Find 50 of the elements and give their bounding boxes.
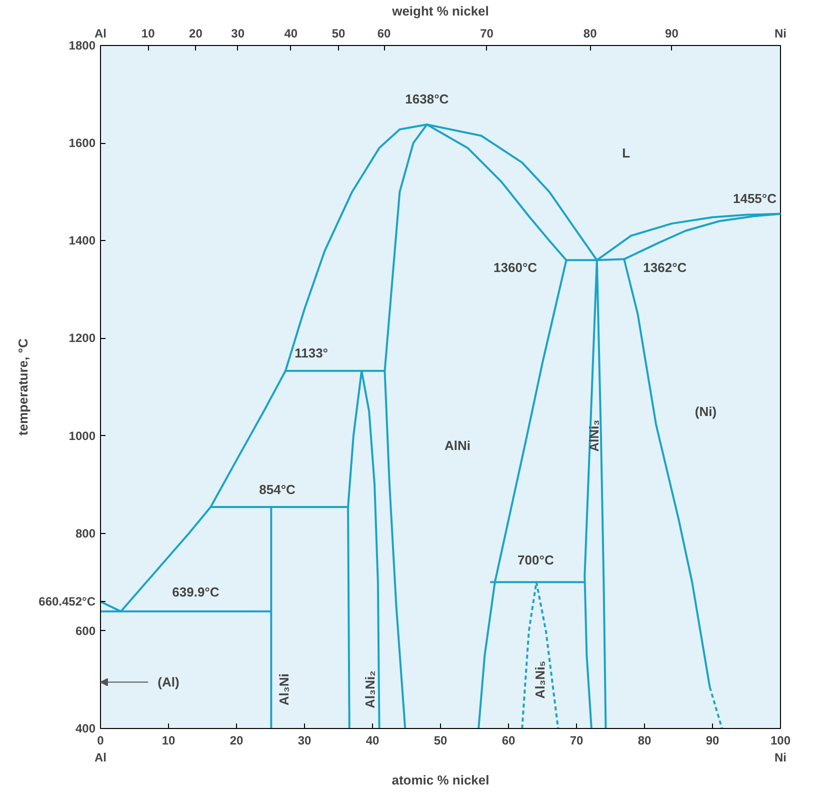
annotation: (Al) — [158, 674, 180, 690]
annotation: AlNi — [444, 438, 470, 454]
x-tick-label: 60 — [502, 734, 516, 748]
y-axis-title: temperature, °C — [16, 338, 31, 436]
x-tick-label: 0 Al — [94, 734, 106, 764]
annotation: 639.9°C — [172, 584, 220, 600]
annotation: 1455°C — [732, 190, 778, 206]
text: 70 — [480, 26, 494, 40]
annotation: 1362°C — [643, 260, 688, 275]
text: 60 — [377, 26, 392, 40]
annotation: AlNi₃ — [586, 420, 602, 452]
text: Ni — [774, 26, 786, 40]
y-tick-label: 1200 — [68, 331, 96, 346]
x-tick-label: 100 Ni — [770, 734, 791, 764]
y-tick-label: 1600 — [68, 136, 96, 150]
annotation: 854°C — [259, 482, 296, 497]
text: 20 — [189, 26, 203, 40]
y-tick-label: 600 — [75, 624, 96, 638]
y-tick-label: 660.452°C — [38, 594, 96, 608]
annotation: 1360°C — [494, 260, 538, 275]
annotation: Al₃Ni₂ — [362, 670, 378, 708]
x-tick-label: 20 — [230, 734, 244, 748]
text: 10 — [141, 26, 156, 40]
x-axis-title: atomic % nickel — [392, 772, 490, 788]
x-tick-label: 40 — [366, 734, 380, 748]
x-tick-label: 50 — [434, 734, 448, 748]
y-tick-label: 1400 — [68, 234, 96, 248]
x-tick-label: 70 — [570, 734, 584, 748]
y-tick-label: 800 — [75, 526, 96, 540]
text: Al — [94, 26, 106, 40]
text: 40 — [284, 26, 298, 40]
annotation: 1638°C — [405, 92, 450, 107]
text: 50 — [332, 26, 346, 40]
annotation: Al₃Ni₅ — [532, 660, 548, 699]
x-tick-label: 30 — [298, 734, 312, 748]
annotation: 700°C — [518, 552, 554, 568]
x-tick-label: 80 — [638, 734, 652, 748]
x-tick-label: 90 — [706, 734, 720, 748]
text: 80 — [583, 26, 598, 40]
text: 90 — [665, 26, 679, 40]
annotation: L — [622, 145, 630, 160]
annotation: (Ni) — [694, 404, 717, 419]
x2-axis-title: weight % nickel — [391, 4, 489, 18]
x-tick-label: 10 — [162, 734, 176, 748]
annotation: 1133° — [294, 345, 328, 360]
y-tick-label: 400 — [75, 722, 96, 736]
y-tick-label: 1000 — [68, 428, 96, 443]
text: 30 — [231, 26, 245, 40]
annotation: Al₃Ni — [276, 673, 292, 706]
y-tick-label: 1800 — [68, 38, 96, 52]
